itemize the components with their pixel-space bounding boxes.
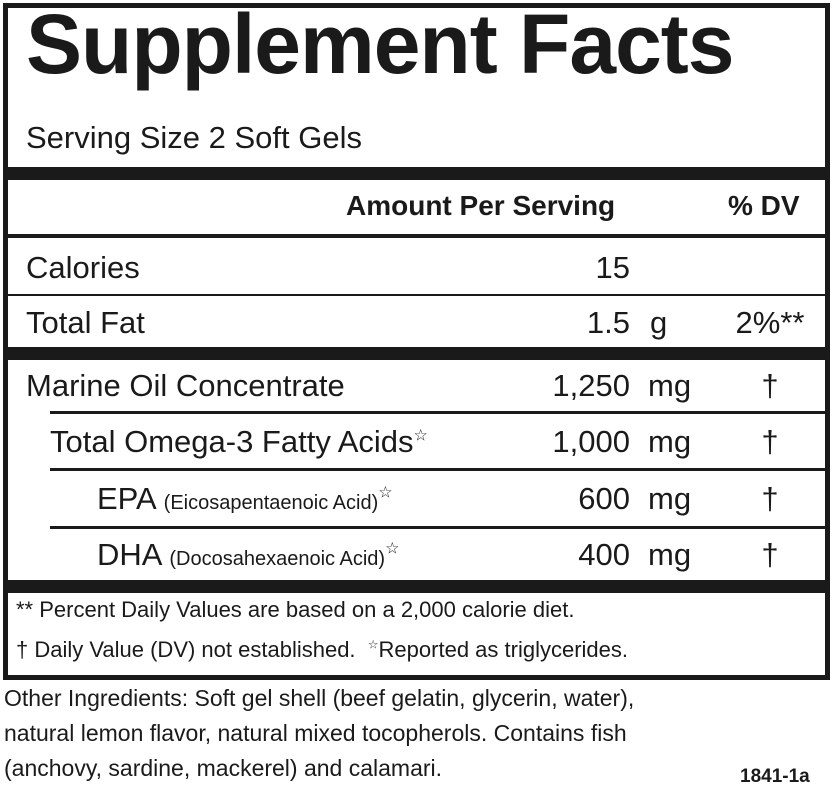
row-unit: mg: [648, 368, 692, 403]
other-ingredients-line: (anchovy, sardine, mackerel) and calamar…: [4, 755, 443, 781]
star-icon: ☆: [367, 637, 379, 652]
star-icon: ☆: [385, 540, 400, 558]
thick-divider: [3, 167, 830, 180]
row-name: DHA (Docosahexaenoic Acid)☆: [97, 537, 399, 573]
row-dv: †: [761, 481, 779, 516]
row-dv: †: [761, 424, 779, 459]
product-code: 1841-1a: [740, 766, 810, 787]
divider: [3, 234, 830, 238]
row-unit: mg: [648, 424, 692, 459]
row-name: Total Omega-3 Fatty Acids☆: [50, 424, 428, 460]
row-unit: g: [650, 305, 668, 340]
thick-divider: [3, 580, 830, 593]
divider: [50, 468, 830, 471]
row-dv: †: [761, 368, 779, 403]
dv-header: % DV: [728, 190, 800, 221]
row-name: Calories: [26, 250, 140, 285]
divider: [3, 294, 830, 296]
row-amount: 15: [595, 250, 630, 285]
row-name: EPA (Eicosapentaenoic Acid)☆: [97, 481, 393, 517]
other-ingredients-line: natural lemon flavor, natural mixed toco…: [4, 720, 627, 746]
row-unit: mg: [648, 481, 692, 516]
row-name: Marine Oil Concentrate: [26, 368, 345, 403]
row-amount: 1,250: [552, 368, 630, 403]
nutrient-name: DHA: [97, 537, 161, 572]
supplement-facts-panel: [3, 3, 830, 680]
divider: [50, 411, 830, 414]
nutrient-name: EPA: [97, 481, 156, 516]
serving-size: Serving Size 2 Soft Gels: [26, 120, 362, 155]
row-amount: 600: [578, 481, 630, 516]
panel-title: Supplement Facts: [26, 0, 734, 91]
star-icon: ☆: [378, 484, 393, 502]
star-icon: ☆: [413, 427, 428, 445]
row-amount: 400: [578, 537, 630, 572]
footnote-dv: ** Percent Daily Values are based on a 2…: [16, 597, 575, 622]
row-unit: mg: [648, 537, 692, 572]
divider: [50, 526, 830, 529]
other-ingredients-line: Other Ingredients: Soft gel shell (beef …: [4, 685, 635, 711]
row-amount: 1,000: [552, 424, 630, 459]
amount-per-serving-header: Amount Per Serving: [346, 190, 616, 221]
row-name: Total Fat: [26, 305, 145, 340]
row-dv: †: [761, 537, 779, 572]
row-dv: 2%**: [735, 305, 805, 340]
footnote-triglycerides: Reported as triglycerides.: [378, 637, 628, 662]
nutrient-subname: (Docosahexaenoic Acid): [169, 548, 386, 570]
nutrient-subname: (Eicosapentaenoic Acid): [163, 492, 379, 514]
row-amount: 1.5: [586, 305, 630, 340]
nutrient-name: Total Omega-3 Fatty Acids: [50, 424, 414, 459]
footnote-dagger: † Daily Value (DV) not established.: [16, 637, 356, 662]
thick-divider: [3, 347, 830, 360]
footnote-established: † Daily Value (DV) not established. ☆Rep…: [16, 637, 628, 663]
